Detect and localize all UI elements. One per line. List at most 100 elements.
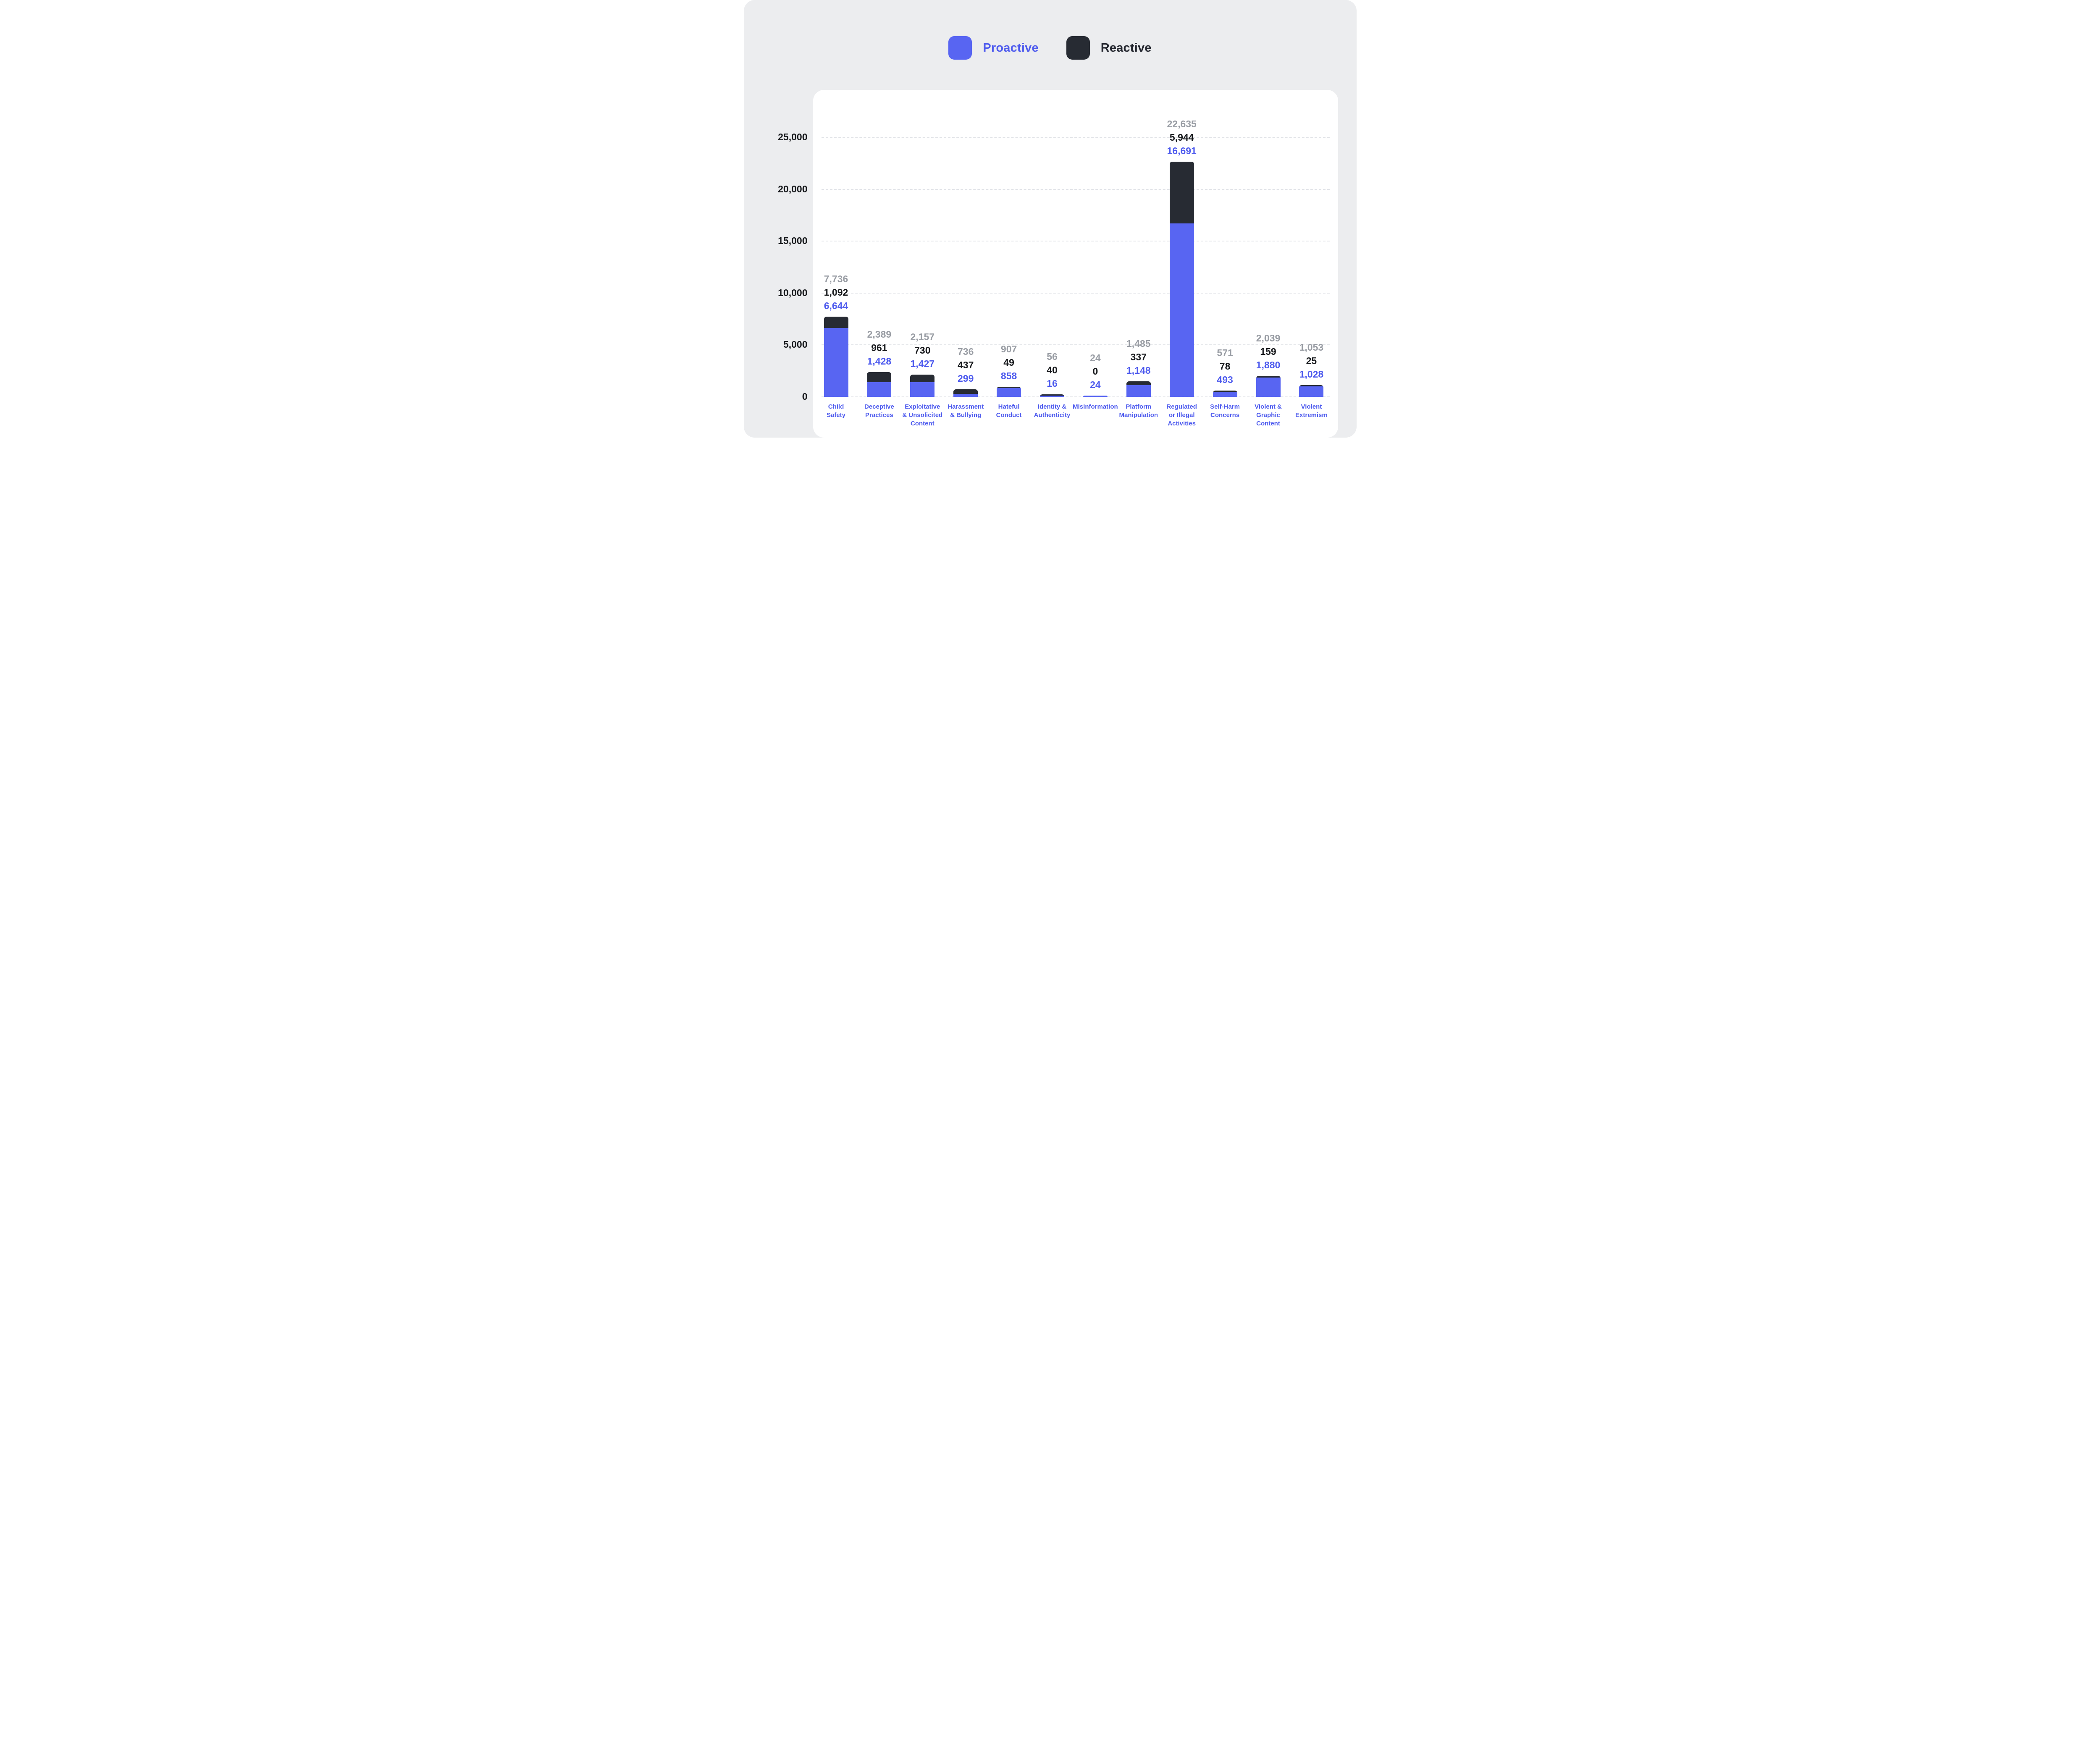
bar [824,316,848,397]
gridline [821,189,1330,190]
bar-segment-proactive [1256,377,1281,397]
category-label: Child Safety [826,403,846,419]
proactive-value-label: 16,691 [1167,145,1197,157]
gridline [821,292,1330,294]
legend-label-proactive: Proactive [983,41,1039,55]
reactive-value-label: 337 [1130,352,1147,363]
reactive-value-label: 730 [914,344,931,356]
category-label: Regulated or Illegal Activities [1166,403,1197,427]
bar [867,372,892,397]
bar-segment-reactive [1126,381,1151,385]
total-value-label: 736 [958,346,974,357]
bar [910,374,935,397]
bar-segment-proactive [1213,391,1237,397]
proactive-value-label: 16 [1047,378,1058,389]
bar [1083,396,1108,397]
y-axis-tick-label: 5,000 [783,339,808,350]
bar-segment-reactive [1256,375,1281,378]
bar-segment-reactive [1299,385,1324,386]
chart-legend: Proactive Reactive [744,36,1357,60]
reactive-value-label: 5,944 [1169,132,1194,143]
bar [1299,385,1324,397]
bar [953,389,978,397]
total-value-label: 1,485 [1126,338,1151,349]
transparency-report-chart: Proactive Reactive 0 5,000 10,000 15,000 20,… [743,0,1357,438]
bar-value-labels: 736 437 299 [934,345,997,385]
total-value-label: 1,053 [1299,341,1324,353]
bar-segment-proactive [1083,396,1108,397]
legend-item-proactive: Proactive [948,36,1039,60]
reactive-value-label: 961 [871,342,887,353]
bar-segment-reactive [953,389,978,394]
bar [1213,390,1237,397]
total-value-label: 2,039 [1256,332,1281,344]
legend-label-reactive: Reactive [1100,41,1152,55]
gridline [821,396,1330,397]
bar-segment-proactive [1169,223,1194,397]
proactive-value-label: 1,028 [1299,368,1324,380]
bar-segment-proactive [867,382,892,397]
bar-value-labels: 571 78 493 [1194,346,1257,386]
total-value-label: 22,635 [1167,118,1197,130]
total-value-label: 24 [1090,352,1101,363]
proactive-value-label: 858 [1000,370,1017,381]
bar-value-labels: 2,389 961 1,428 [848,328,911,368]
category-label: Violent Extremism [1295,403,1328,419]
category-label: Deceptive Practices [864,403,894,419]
bar-segment-proactive [910,382,935,397]
gridline [821,137,1330,138]
bar-segment-reactive [867,372,892,382]
y-axis-tick-label: 10,000 [778,287,808,298]
category-label: Misinformation [1073,403,1118,410]
reactive-value-label: 1,092 [824,286,848,298]
y-axis-tick-label: 0 [802,391,808,402]
proactive-value-label: 493 [1217,374,1233,385]
reactive-value-label: 78 [1219,360,1231,372]
category-label: Platform Manipulation [1119,403,1158,419]
total-value-label: 2,157 [910,331,935,342]
bar [997,386,1021,397]
bar-segment-reactive [1213,390,1237,392]
proactive-value-label: 6,644 [824,300,848,311]
proactive-value-label: 1,880 [1256,359,1281,370]
total-value-label: 571 [1217,347,1233,358]
category-label: Violent & Graphic Content [1255,403,1282,427]
bar-segment-proactive [997,388,1021,397]
bar-segment-reactive [1040,394,1064,396]
bar-segment-proactive [1040,396,1064,397]
category-label: Harassment & Bullying [948,403,984,419]
category-label: Exploitative & Unsolicited Content [902,403,943,427]
bar-segment-reactive [997,386,1021,388]
reactive-swatch [1066,36,1090,60]
bar [1169,162,1194,397]
proactive-value-label: 1,428 [867,355,892,367]
bar-segment-reactive [1169,162,1194,224]
y-axis-tick-label: 25,000 [778,131,808,142]
total-value-label: 56 [1047,351,1058,362]
chart-card: 7,736 1,092 6,644 Child Safety 2,389 961 1,428… [813,90,1338,438]
bar-segment-proactive [1299,386,1324,397]
y-axis-tick-label: 15,000 [778,235,808,247]
bar-value-labels: 907 49 858 [977,342,1040,383]
bar-segment-proactive [824,328,848,397]
category-label: Identity & Authenticity [1034,403,1071,419]
proactive-value-label: 1,427 [910,358,935,369]
bar-value-labels: 7,736 1,092 6,644 [805,272,868,312]
bar-value-labels: 56 40 16 [1021,350,1084,390]
gridline [821,344,1330,346]
y-axis-tick-label: 20,000 [778,183,808,194]
category-label: Self-Harm Concerns [1210,403,1240,419]
bar-value-labels: 24 0 24 [1064,351,1127,391]
proactive-swatch [948,36,972,60]
proactive-value-label: 1,148 [1126,365,1151,376]
reactive-value-label: 437 [958,359,974,370]
bar-value-labels: 1,485 337 1,148 [1107,337,1170,377]
total-value-label: 7,736 [824,273,848,284]
proactive-value-label: 299 [958,373,974,384]
bar-segment-proactive [953,394,978,397]
bar-segment-reactive [824,316,848,328]
bar-segment-reactive [910,374,935,382]
reactive-value-label: 49 [1003,357,1014,368]
bar-value-labels: 2,039 159 1,880 [1237,331,1300,372]
total-value-label: 2,389 [867,328,892,340]
